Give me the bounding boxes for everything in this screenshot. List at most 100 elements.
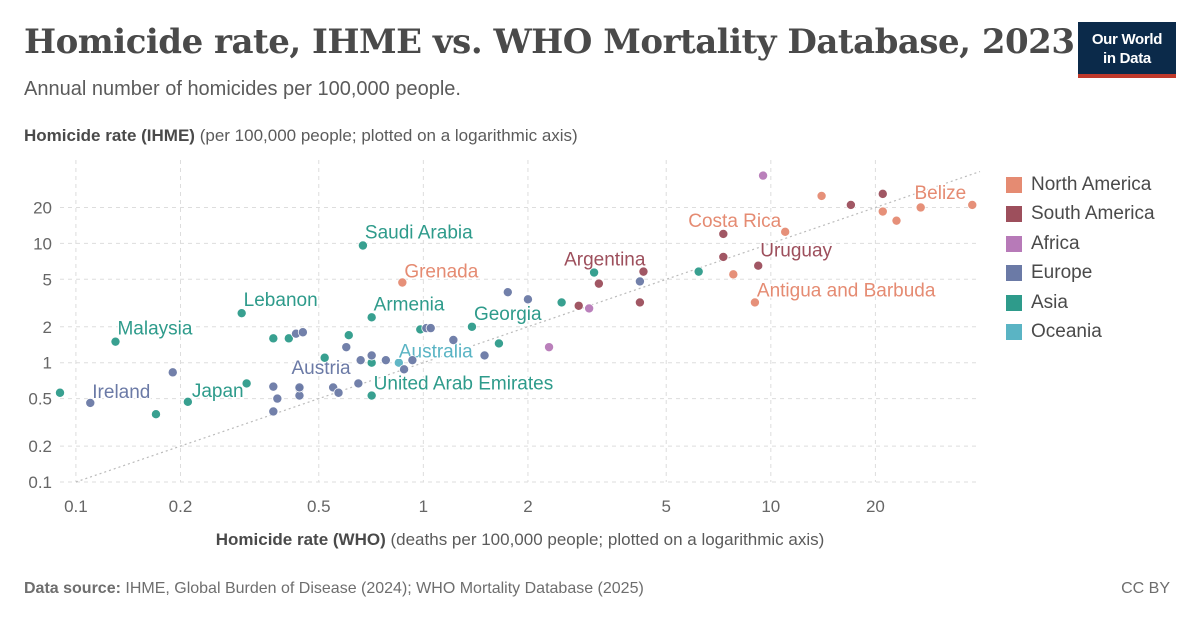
data-point [544,342,555,353]
data-point [150,409,161,420]
legend-swatch [1006,294,1022,311]
license-link[interactable]: CC BY [1121,580,1170,597]
x-tick-label: 0.1 [64,497,88,516]
data-point [366,350,377,361]
legend-label: Europe [1031,262,1093,284]
point-label: Malaysia [117,319,192,340]
data-point [366,312,377,323]
data-point [573,300,584,311]
data-point [182,396,193,407]
x-tick-label: 1 [419,497,428,516]
data-point [110,336,121,347]
data-point [236,308,247,319]
data-point [85,397,96,408]
data-point [479,350,490,361]
y-tick-label: 5 [43,270,52,289]
reference-line-y-equals-x [75,170,981,483]
legend-label: North America [1031,173,1152,195]
point-label: Antigua and Barbuda [757,280,936,301]
data-point [728,269,739,280]
legend-swatch [1006,235,1022,252]
legend-item[interactable]: South America [1006,200,1155,230]
data-point [753,260,764,271]
legend-item[interactable]: Europe [1006,259,1155,289]
data-point [718,228,729,239]
data-point [55,387,66,398]
x-axis-label: Homicide rate (WHO) (deaths per 100,000 … [0,530,1040,550]
point-label: Japan [192,381,244,402]
data-point [584,303,595,314]
data-point [241,378,252,389]
x-tick-label: 10 [761,497,780,516]
point-label: Georgia [474,304,542,325]
legend-label: Oceania [1031,321,1102,343]
data-point [272,393,283,404]
data-point [333,387,344,398]
data-point [380,355,391,366]
y-tick-label: 10 [33,234,52,253]
y-tick-label: 1 [43,354,52,373]
data-point [268,406,279,417]
legend-item[interactable]: Asia [1006,288,1155,318]
data-point [268,333,279,344]
legend-label: Asia [1031,291,1068,313]
data-point [749,297,760,308]
legend-item[interactable]: Africa [1006,229,1155,259]
data-point [268,381,279,392]
x-axis-label-rest: (deaths per 100,000 people; plotted on a… [385,530,825,549]
point-label: United Arab Emirates [374,374,554,395]
data-point [167,367,178,378]
data-point [718,251,729,262]
legend-label: South America [1031,203,1155,225]
point-label: Argentina [564,250,646,271]
legend-item[interactable]: North America [1006,170,1155,200]
x-tick-label: 0.5 [307,497,331,516]
point-label: Costa Rica [688,211,781,232]
point-label: Uruguay [760,241,832,262]
point-label: Ireland [92,382,150,403]
data-point [758,170,769,181]
data-point [593,278,604,289]
data-point [502,287,513,298]
point-label: Armenia [374,294,445,315]
y-tick-label: 20 [33,198,52,217]
data-source: Data source: IHME, Global Burden of Dise… [24,580,644,598]
data-point [297,327,308,338]
data-point [341,342,352,353]
legend-label: Africa [1031,232,1080,254]
point-label: Saudi Arabia [365,223,473,244]
data-point [319,352,330,363]
data-point [556,297,567,308]
data-point [634,276,645,287]
data-point [877,188,888,199]
y-axis-label-rest: (per 100,000 people; plotted on a logari… [194,126,578,145]
data-point [466,321,477,332]
data-point [877,206,888,217]
data-point [915,202,926,213]
data-point [493,338,504,349]
logo-line-2: in Data [1103,50,1151,67]
x-tick-label: 20 [866,497,885,516]
data-point [407,355,418,366]
data-point [343,330,354,341]
legend-swatch [1006,265,1022,282]
data-point [393,357,404,368]
legend-swatch [1006,206,1022,223]
data-point [967,199,978,210]
chart-title: Homicide rate, IHME vs. WHO Mortality Da… [24,22,1075,62]
x-tick-label: 5 [661,497,670,516]
data-point [693,266,704,277]
data-point [780,226,791,237]
y-tick-label: 0.2 [28,437,52,456]
data-point [816,190,827,201]
data-point [638,266,649,277]
data-point [294,382,305,393]
x-tick-label: 2 [523,497,532,516]
legend-item[interactable]: Oceania [1006,318,1155,348]
y-tick-label: 0.5 [28,390,52,409]
x-tick-label: 0.2 [169,497,193,516]
owid-logo[interactable]: Our World in Data [1078,22,1176,78]
data-point [399,364,410,375]
data-point [634,297,645,308]
